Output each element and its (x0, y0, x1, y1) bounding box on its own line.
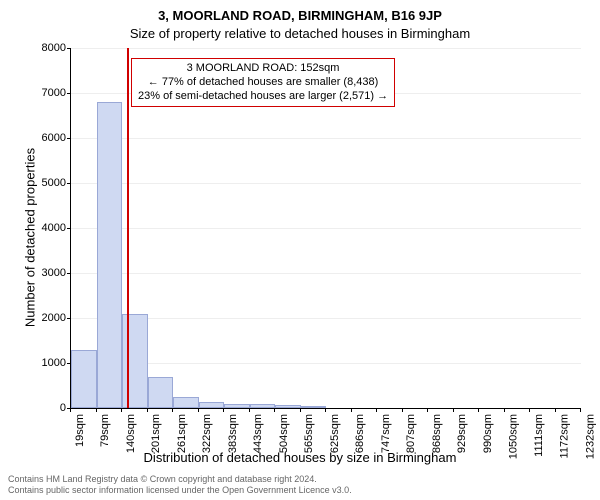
xtick-label: 504sqm (278, 414, 290, 453)
xtick-label: 747sqm (380, 414, 392, 453)
footer-line1: Contains HM Land Registry data © Crown c… (8, 474, 592, 485)
annotation-line2: ← 77% of detached houses are smaller (8,… (138, 76, 388, 90)
ytick-mark (67, 183, 71, 184)
xtick-mark (325, 408, 326, 412)
xtick-mark (300, 408, 301, 412)
ytick-mark (67, 48, 71, 49)
annotation-line1: 3 MOORLAND ROAD: 152sqm (138, 62, 388, 76)
xtick-mark (555, 408, 556, 412)
footer-line2: Contains public sector information licen… (8, 485, 592, 496)
histogram-bar (148, 377, 174, 409)
histogram-bar (71, 350, 97, 409)
xtick-mark (529, 408, 530, 412)
ytick-label: 3000 (26, 267, 66, 279)
ytick-label: 4000 (26, 222, 66, 234)
xtick-mark (96, 408, 97, 412)
marker-line (127, 48, 129, 408)
ytick-label: 7000 (26, 87, 66, 99)
chart-title-subtitle: Size of property relative to detached ho… (0, 26, 600, 41)
xtick-label: 443sqm (253, 414, 265, 453)
xtick-label: 1172sqm (559, 414, 571, 458)
xtick-mark (478, 408, 479, 412)
ytick-label: 6000 (26, 132, 66, 144)
histogram-bar (122, 314, 148, 409)
xtick-label: 1232sqm (584, 414, 596, 459)
xtick-mark (147, 408, 148, 412)
xtick-label: 261sqm (176, 414, 188, 453)
ytick-label: 2000 (26, 312, 66, 324)
xtick-mark (580, 408, 581, 412)
gridline (71, 363, 581, 364)
gridline (71, 228, 581, 229)
gridline (71, 318, 581, 319)
plot-area: 3 MOORLAND ROAD: 152sqm ← 77% of detache… (70, 48, 581, 409)
xtick-label: 1050sqm (508, 414, 520, 459)
xtick-label: 79sqm (100, 414, 112, 447)
xtick-label: 990sqm (482, 414, 494, 453)
xtick-mark (427, 408, 428, 412)
xtick-label: 929sqm (457, 414, 469, 453)
gridline (71, 183, 581, 184)
chart-container: 3, MOORLAND ROAD, BIRMINGHAM, B16 9JP Si… (0, 0, 600, 500)
xtick-label: 140sqm (125, 414, 137, 453)
xtick-label: 19sqm (74, 414, 86, 447)
annotation-line3: 23% of semi-detached houses are larger (… (138, 90, 388, 104)
xtick-label: 565sqm (304, 414, 316, 453)
xtick-label: 1111sqm (533, 414, 545, 457)
histogram-bar (173, 397, 199, 408)
xtick-label: 201sqm (151, 414, 163, 453)
xtick-label: 686sqm (355, 414, 367, 453)
xtick-label: 625sqm (329, 414, 341, 453)
xtick-mark (504, 408, 505, 412)
xtick-mark (198, 408, 199, 412)
ytick-mark (67, 228, 71, 229)
ytick-mark (67, 273, 71, 274)
gridline (71, 273, 581, 274)
xtick-label: 868sqm (431, 414, 443, 453)
xtick-mark (70, 408, 71, 412)
xtick-mark (274, 408, 275, 412)
xtick-row: 19sqm 79sqm 140sqm 201sqm 261sqm 322sqm 383sqm… (70, 408, 580, 453)
xtick-mark (249, 408, 250, 412)
ytick-label: 0 (26, 402, 66, 414)
xtick-mark (121, 408, 122, 412)
xtick-label: 383sqm (227, 414, 239, 453)
footer: Contains HM Land Registry data © Crown c… (8, 474, 592, 496)
xtick-mark (453, 408, 454, 412)
gridline (71, 48, 581, 49)
gridline (71, 138, 581, 139)
ytick-mark (67, 138, 71, 139)
ytick-label: 8000 (26, 42, 66, 54)
ytick-mark (67, 93, 71, 94)
histogram-bar (97, 102, 123, 408)
ytick-mark (67, 318, 71, 319)
chart-title-address: 3, MOORLAND ROAD, BIRMINGHAM, B16 9JP (0, 8, 600, 23)
xtick-label: 807sqm (406, 414, 418, 453)
ytick-label: 1000 (26, 357, 66, 369)
xtick-mark (376, 408, 377, 412)
xtick-label: 322sqm (202, 414, 214, 453)
ytick-label: 5000 (26, 177, 66, 189)
annotation-box: 3 MOORLAND ROAD: 152sqm ← 77% of detache… (131, 58, 395, 107)
xtick-mark (402, 408, 403, 412)
xtick-mark (351, 408, 352, 412)
xtick-mark (223, 408, 224, 412)
xtick-mark (172, 408, 173, 412)
